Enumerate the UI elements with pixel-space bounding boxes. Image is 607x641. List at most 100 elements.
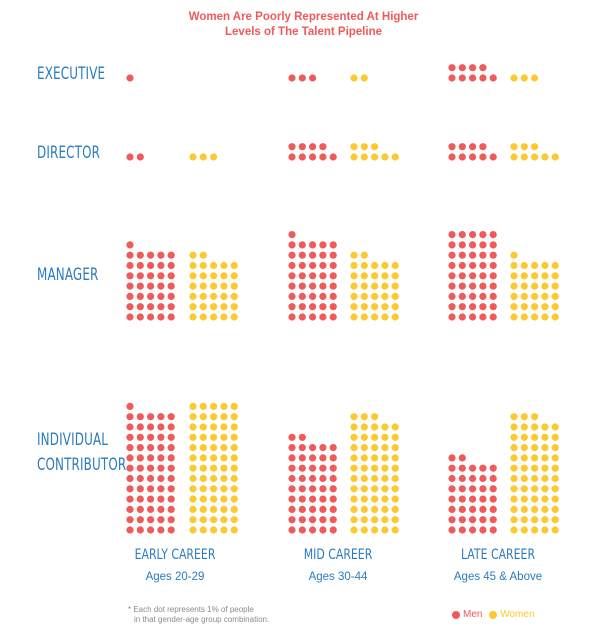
dot-men (298, 464, 306, 472)
dot-men (479, 153, 487, 161)
dot-women (230, 526, 238, 534)
dot-men (298, 272, 306, 280)
dot-men (469, 292, 477, 300)
dot-women (551, 516, 559, 524)
dot-women (360, 272, 368, 280)
dot-men (298, 444, 306, 452)
dot-women (360, 433, 368, 441)
dot-men (319, 313, 327, 321)
dot-women (210, 303, 218, 311)
dot-women (230, 485, 238, 493)
dot-men (167, 485, 175, 493)
dot-men (288, 231, 296, 239)
dot-women (220, 444, 228, 452)
dot-men (147, 454, 155, 462)
dot-women (350, 464, 358, 472)
dot-women (531, 526, 539, 534)
dot-women (350, 423, 358, 431)
dot-men (126, 303, 134, 311)
dot-men (136, 516, 144, 524)
dot-women (210, 413, 218, 421)
dot-women (360, 413, 368, 421)
dot-women (199, 454, 207, 462)
dot-women (230, 516, 238, 524)
dot-men (489, 153, 497, 161)
dot-women (520, 464, 528, 472)
dot-men (298, 433, 306, 441)
dot-men (298, 261, 306, 270)
dot-men (448, 74, 456, 82)
dot-women (210, 485, 218, 493)
dot-men (329, 505, 337, 513)
dot-men (469, 303, 477, 311)
dot-women (531, 272, 539, 280)
dot-men (136, 303, 144, 311)
dot-women (531, 74, 539, 82)
dot-women (551, 423, 559, 431)
dot-women (220, 272, 228, 280)
dot-women (189, 261, 197, 270)
dot-men (288, 444, 296, 452)
dot-men (309, 454, 317, 462)
dot-men (458, 505, 466, 513)
dot-men (136, 454, 144, 462)
dot-men (479, 143, 487, 151)
dot-women (189, 251, 197, 259)
dot-women (381, 153, 389, 161)
dot-women (520, 143, 528, 151)
dot-men (448, 143, 456, 151)
dot-men (298, 454, 306, 462)
dot-men (298, 516, 306, 524)
dot-men (309, 282, 317, 290)
dot-women (551, 272, 559, 280)
dot-women (551, 495, 559, 503)
dot-women (520, 485, 528, 493)
dot-women (551, 505, 559, 513)
dot-men (309, 74, 317, 82)
dot-men (329, 261, 337, 270)
dot-women (371, 423, 379, 431)
dot-women (360, 303, 368, 311)
dot-men (489, 261, 497, 270)
dot-men (309, 292, 317, 300)
dot-men (448, 272, 456, 280)
dot-men (319, 261, 327, 270)
dot-men (479, 241, 487, 249)
dot-women (381, 303, 389, 311)
dot-men (147, 282, 155, 290)
dot-women (531, 495, 539, 503)
dot-women (360, 464, 368, 472)
dot-women (531, 261, 539, 270)
dot-women (371, 153, 379, 161)
dot-men (309, 444, 317, 452)
dot-men (479, 251, 487, 259)
dot-women (189, 292, 197, 300)
dot-women (230, 505, 238, 513)
dot-women (371, 474, 379, 483)
dot-men (329, 454, 337, 462)
dot-women (541, 261, 549, 270)
dot-women (381, 474, 389, 483)
dot-men (309, 251, 317, 259)
dot-men (288, 433, 296, 441)
dot-women (360, 251, 368, 259)
dot-men (126, 282, 134, 290)
dot-women (541, 495, 549, 503)
dot-group-men-early-career-executive (126, 74, 134, 82)
dot-men (147, 474, 155, 483)
dot-men (126, 402, 134, 410)
dot-men (489, 313, 497, 321)
dot-men (126, 485, 134, 493)
dot-women (371, 454, 379, 462)
dot-men (126, 313, 134, 321)
dot-women (551, 454, 559, 462)
dot-women (541, 516, 549, 524)
dot-women (391, 474, 399, 483)
dot-men (167, 423, 175, 431)
dot-women (391, 261, 399, 270)
dot-men (489, 231, 497, 239)
dot-men (147, 251, 155, 259)
dot-women (210, 153, 218, 161)
dot-men (319, 282, 327, 290)
dot-men (448, 241, 456, 249)
